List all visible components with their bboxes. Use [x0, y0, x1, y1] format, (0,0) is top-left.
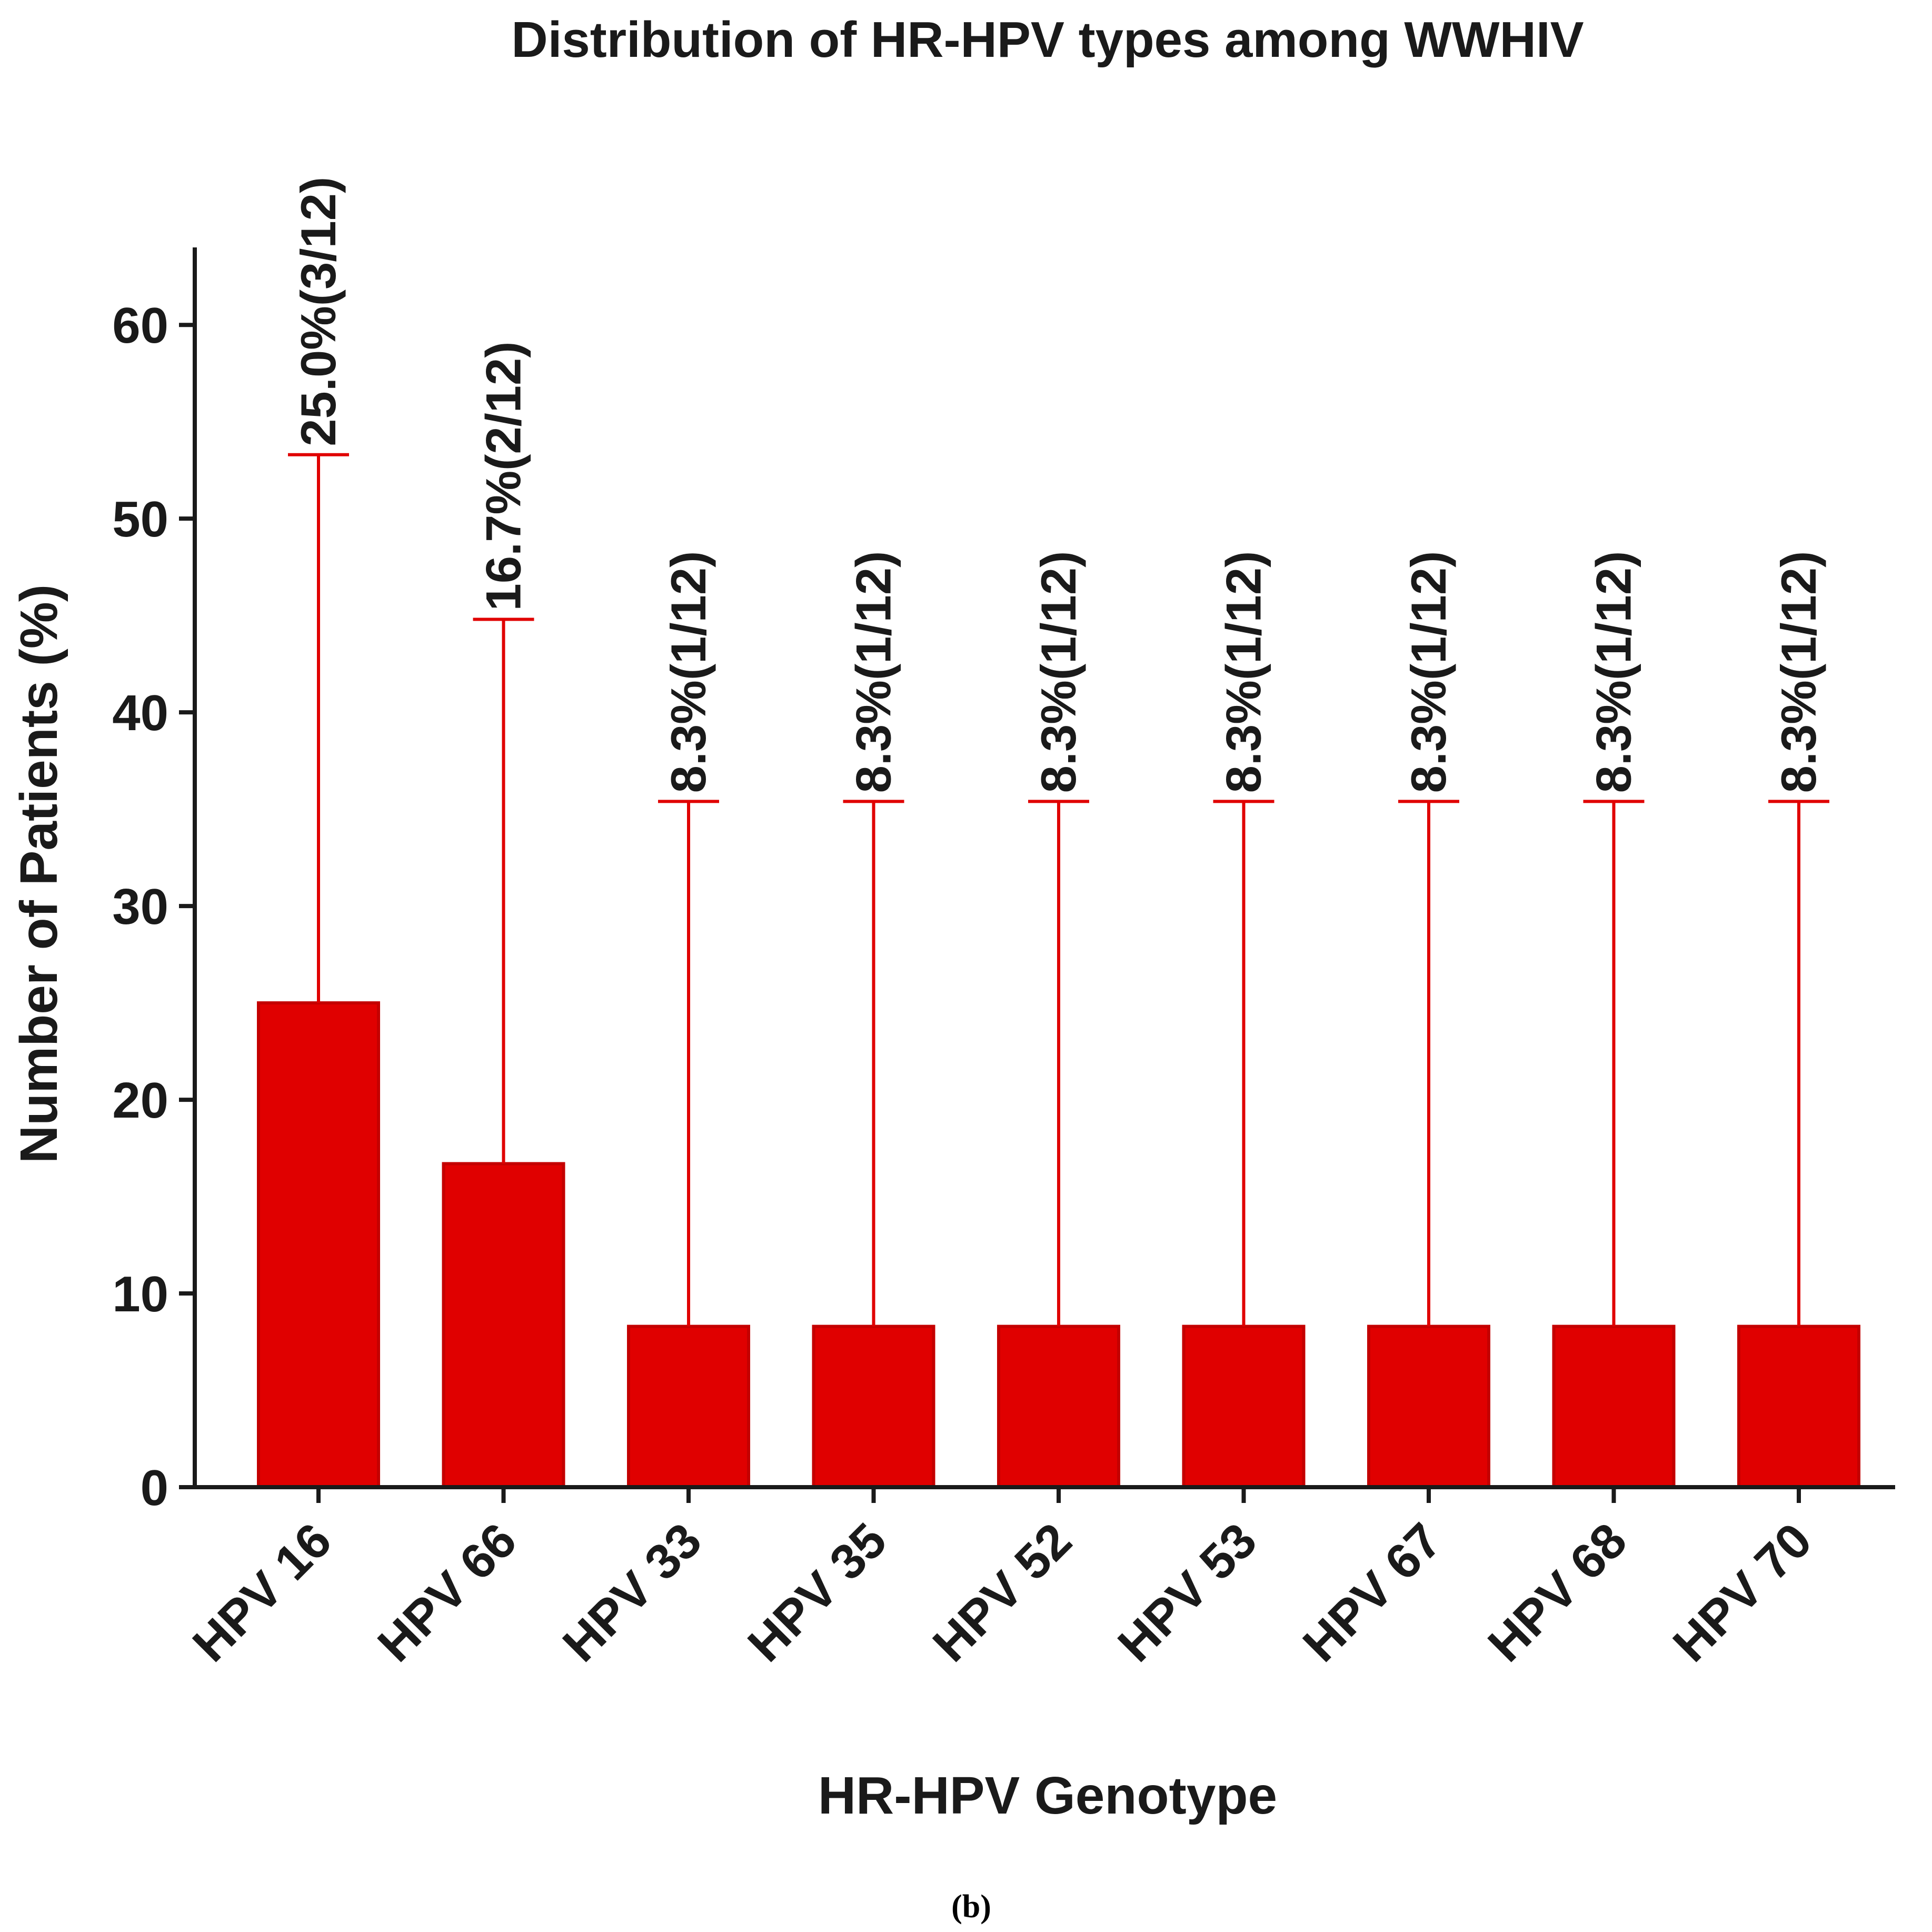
y-tick-label: 50: [112, 491, 168, 547]
y-tick-label: 40: [112, 685, 168, 741]
y-tick-label: 30: [112, 879, 168, 935]
bar-hpv-16: [257, 1001, 380, 1489]
data-label: 8.3%(1/12): [1586, 551, 1641, 793]
bar-hpv-70: [1737, 1324, 1860, 1489]
x-tick-label: HPV 70: [1662, 1512, 1822, 1672]
y-tick-label: 10: [112, 1266, 168, 1322]
x-tick-label: HPV 53: [1107, 1512, 1267, 1672]
x-axis-title: HR-HPV Genotype: [818, 1766, 1277, 1825]
figure-caption: (b): [951, 1889, 991, 1925]
x-tick-label: HPV 16: [182, 1512, 342, 1672]
x-tick-label: HPV 33: [552, 1512, 712, 1672]
x-tick-label: HPV 35: [737, 1512, 897, 1672]
data-label: 8.3%(1/12): [1771, 551, 1826, 793]
data-label: 8.3%(1/12): [661, 551, 716, 793]
bar-hpv-33: [627, 1324, 750, 1489]
data-label: 8.3%(1/12): [1031, 551, 1086, 793]
bar-hpv-35: [812, 1324, 935, 1489]
x-tick-label: HPV 67: [1292, 1512, 1452, 1672]
y-axis-title: Number of Patients (%): [9, 584, 68, 1163]
bar-hpv-52: [997, 1324, 1120, 1489]
chart-title: Distribution of HR-HPV types among WWHIV: [511, 12, 1584, 68]
data-label: 25.0%(3/12): [291, 177, 346, 446]
data-label: 8.3%(1/12): [846, 551, 901, 793]
x-ticks-layer: HPV 16 HPV 66 HPV 33 HPV 35 HPV 52 HPV 53 HPV …: [182, 1487, 1822, 1672]
bar-hpv-66: [442, 1162, 565, 1489]
x-tick-label: HPV 52: [922, 1512, 1082, 1672]
data-label: 8.3%(1/12): [1401, 551, 1456, 793]
bar-hpv-68: [1552, 1324, 1676, 1489]
data-label: 16.7%(2/12): [476, 341, 531, 611]
x-tick-label: HPV 68: [1477, 1512, 1637, 1672]
y-ticks-layer: 0 10 20 30 40 50 60: [112, 297, 195, 1516]
bar-hpv-53: [1182, 1324, 1306, 1489]
y-tick-label: 0: [141, 1460, 168, 1516]
data-labels-layer: 25.0%(3/12) 16.7%(2/12) 8.3%(1/12) 8.3%(1/1…: [291, 177, 1826, 793]
y-tick-label: 20: [112, 1072, 168, 1129]
x-tick-label: HPV 66: [367, 1512, 526, 1672]
y-tick-label: 60: [112, 297, 168, 354]
error-bars-layer: [288, 453, 1829, 1327]
data-label: 8.3%(1/12): [1216, 551, 1271, 793]
bar-hpv-67: [1367, 1324, 1490, 1489]
